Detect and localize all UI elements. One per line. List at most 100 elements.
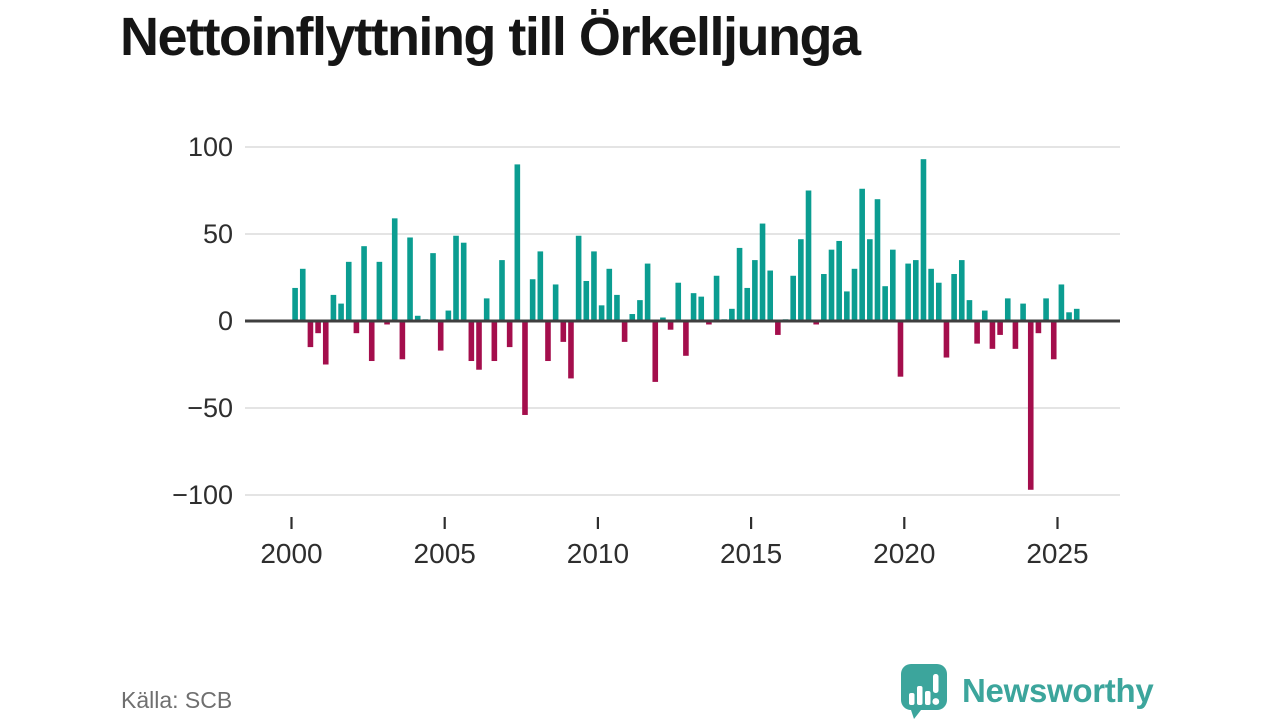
quarter-bar	[1004, 298, 1011, 321]
quarter-bar	[958, 260, 965, 321]
quarter-bar	[874, 199, 881, 321]
quarter-bar	[997, 321, 1003, 335]
quarter-bar	[591, 251, 597, 321]
quarter-bar	[1066, 312, 1072, 321]
x-axis-tick-label: 2010	[567, 538, 629, 569]
quarter-bar	[353, 321, 360, 334]
quarter-bar	[828, 249, 835, 321]
quarter-bar	[460, 242, 467, 321]
quarter-bar	[844, 291, 850, 321]
quarter-bar	[514, 164, 521, 321]
quarter-bar	[637, 300, 643, 321]
quarter-bar	[981, 310, 988, 321]
x-axis-tick-label: 2000	[260, 538, 322, 569]
quarter-bar	[322, 321, 329, 365]
quarter-bar	[299, 268, 306, 321]
quarter-bar	[537, 251, 544, 321]
quarter-bar	[913, 260, 919, 321]
quarter-bar	[437, 321, 444, 351]
quarter-bar	[974, 321, 980, 344]
quarter-bar	[345, 261, 352, 321]
bar-chart-speech-bubble-icon	[901, 664, 947, 719]
quarter-bar	[468, 321, 475, 362]
y-axis-tick-label: −50	[187, 393, 233, 423]
quarter-bar	[867, 239, 873, 321]
quarter-bar	[376, 261, 383, 321]
y-axis-tick-label: −100	[172, 480, 233, 510]
quarter-bar	[307, 321, 314, 348]
x-axis-tick-label: 2025	[1026, 538, 1088, 569]
quarter-bar	[545, 321, 551, 362]
quarter-bar	[1043, 298, 1049, 321]
quarter-bar	[660, 317, 666, 321]
quarter-bar	[491, 321, 498, 362]
quarter-bar	[445, 310, 452, 321]
quarter-bar	[744, 287, 751, 321]
quarter-bar	[805, 190, 812, 321]
quarter-bar	[966, 300, 973, 321]
y-axis-tick-label: 50	[203, 219, 233, 249]
quarter-bar	[529, 279, 536, 321]
quarter-bar	[698, 296, 705, 321]
quarter-bar	[813, 321, 819, 325]
quarter-bar	[575, 235, 582, 321]
quarter-bar	[453, 235, 459, 321]
quarter-bar	[476, 321, 482, 370]
quarter-bar	[1050, 321, 1057, 360]
quarter-bar	[414, 315, 421, 321]
quarter-bar	[767, 270, 774, 321]
quarter-bar	[384, 321, 390, 325]
source-label: Källa: SCB	[121, 687, 233, 713]
brand-name: Newsworthy	[962, 672, 1154, 709]
y-axis-tick-label: 0	[218, 306, 233, 336]
quarter-bar	[667, 321, 674, 330]
quarter-bar	[330, 294, 337, 321]
quarter-bar	[905, 263, 911, 321]
quarter-bar	[675, 282, 682, 321]
quarter-bar	[882, 286, 888, 321]
quarter-bar	[391, 218, 398, 321]
quarter-bar	[552, 284, 559, 321]
quarter-bar	[1027, 321, 1034, 490]
quarter-bar	[430, 253, 436, 321]
quarter-bar	[790, 275, 796, 321]
quarter-bar	[407, 237, 413, 321]
quarter-bar	[483, 298, 490, 321]
quarter-bar	[736, 247, 743, 321]
quarter-bar	[798, 239, 804, 321]
quarter-bar	[652, 321, 659, 382]
net-migration-bar-chart: 100 50 0 −50 −100 2000 2005 2010 2015 2020 2025	[172, 132, 1120, 569]
quarter-bar	[606, 268, 613, 321]
quarter-bar	[836, 240, 842, 321]
quarter-bar	[1035, 321, 1042, 334]
quarter-bar	[338, 303, 344, 321]
quarter-bar	[644, 263, 651, 321]
quarter-bar	[614, 294, 620, 321]
quarter-bar	[729, 308, 735, 321]
quarter-bar	[951, 274, 957, 321]
quarter-bar	[315, 321, 321, 334]
quarter-bar	[506, 321, 513, 348]
quarter-bar	[683, 321, 689, 356]
quarter-bar	[690, 293, 697, 321]
quarter-bar	[759, 223, 766, 321]
quarter-bar	[1058, 284, 1065, 321]
quarter-bar	[583, 280, 590, 321]
quarter-bar	[1012, 321, 1019, 349]
quarter-bar	[821, 274, 827, 321]
quarter-bar	[989, 321, 996, 349]
quarter-bar	[920, 159, 927, 321]
y-axis-tick-label: 100	[188, 132, 233, 162]
quarter-bar	[598, 305, 605, 321]
quarter-bar	[368, 321, 375, 362]
quarter-bar	[859, 188, 865, 321]
x-axis-tick-label: 2020	[873, 538, 935, 569]
brand-logo-group: Newsworthy	[897, 662, 1154, 720]
quarter-bar	[629, 314, 636, 321]
quarter-bar	[1020, 303, 1026, 321]
quarter-bar	[775, 321, 781, 335]
chart-title: Nettoinflyttning till Örkelljunga	[120, 7, 861, 67]
quarter-bar	[943, 321, 950, 358]
quarter-bar	[713, 275, 720, 321]
x-axis-tick-label: 2015	[720, 538, 782, 569]
